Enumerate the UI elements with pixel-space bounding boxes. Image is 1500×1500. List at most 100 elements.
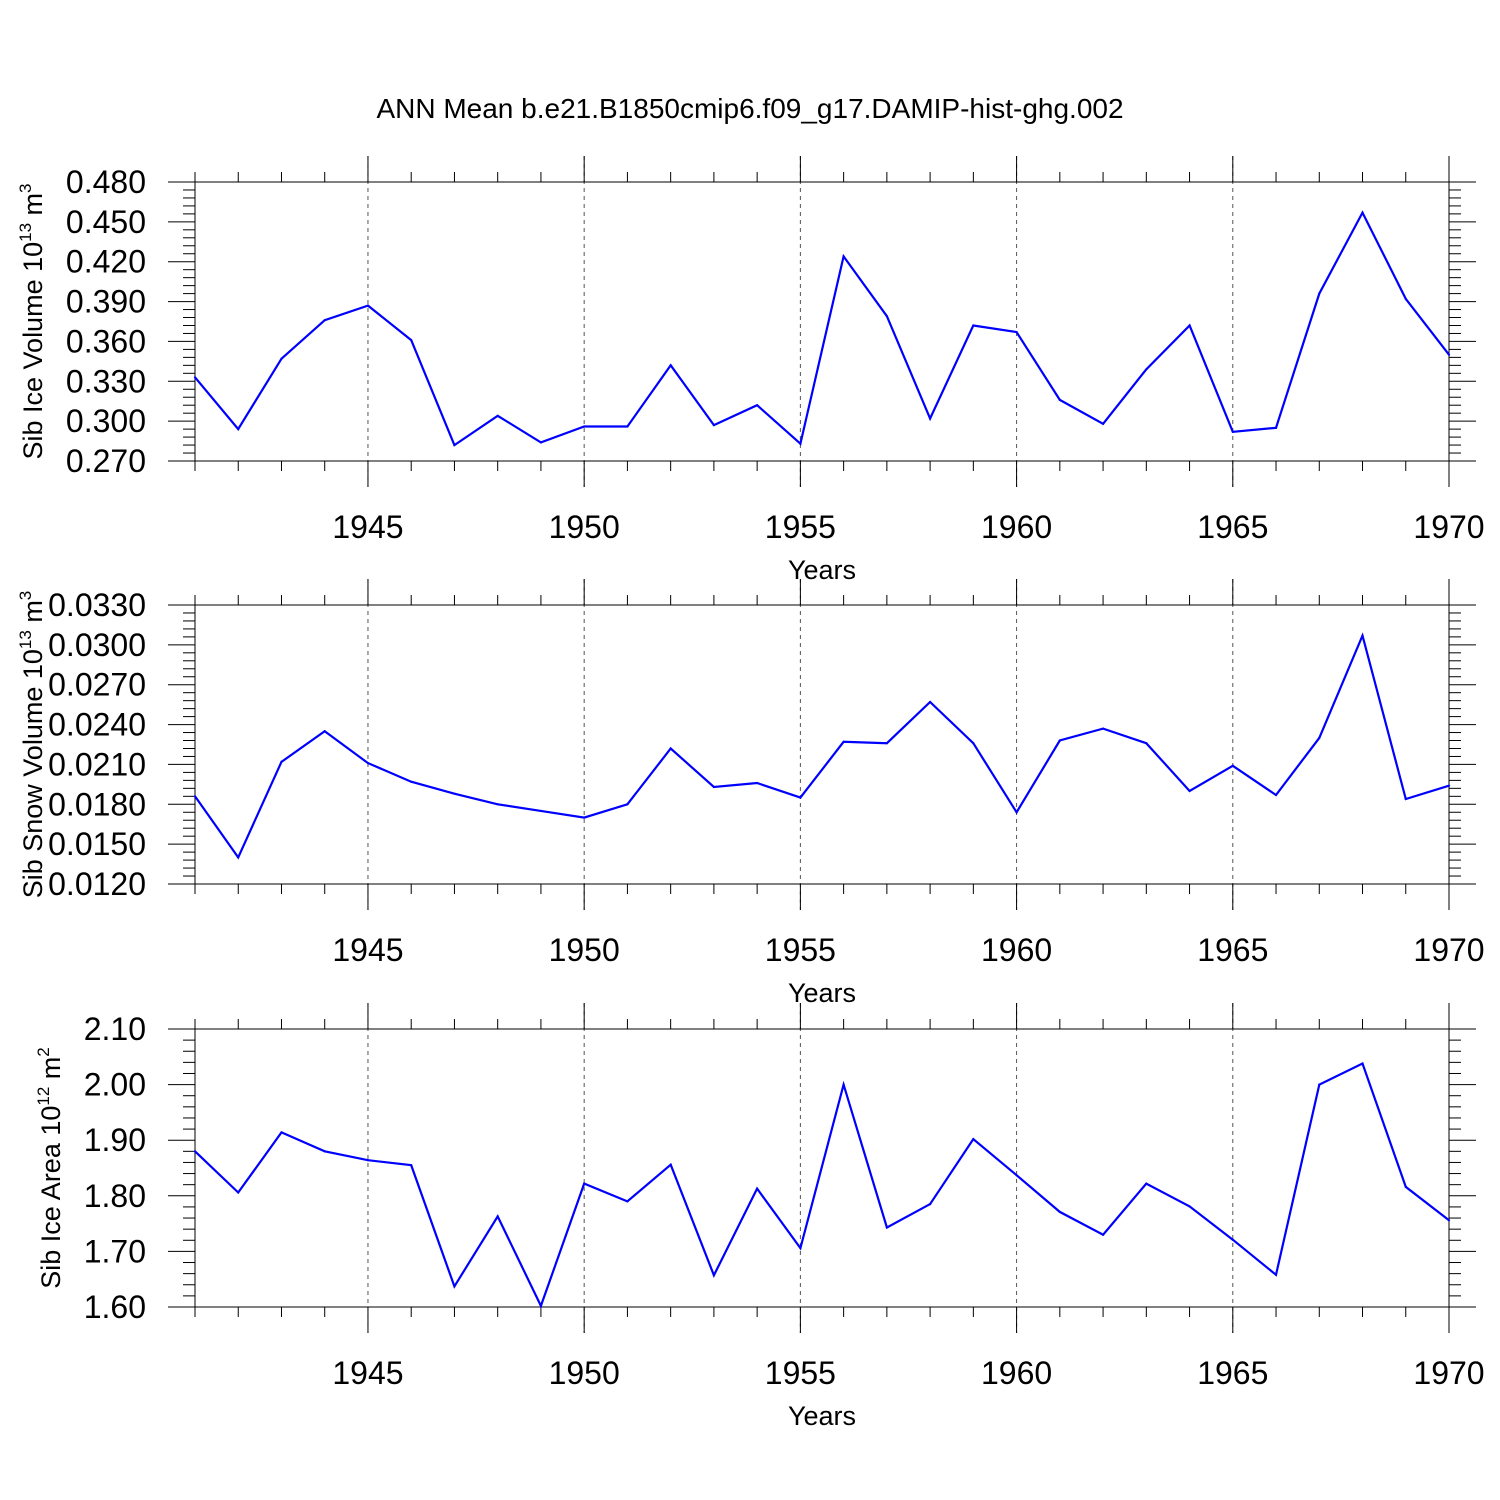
y-axis-label-main: Sib Ice Area 10: [36, 1106, 66, 1289]
x-tick-label: 1950: [549, 509, 620, 545]
data-point: [323, 730, 326, 733]
data-point: [539, 441, 543, 444]
x-tick-label: 1950: [549, 932, 620, 968]
data-point: [539, 809, 543, 813]
y-axis-label-exponent: 12: [34, 1087, 53, 1106]
data-point: [1361, 1062, 1364, 1065]
data-point: [712, 785, 715, 789]
data-point: [842, 255, 845, 258]
data-point: [972, 742, 975, 745]
data-point: [496, 1215, 499, 1218]
data-point: [756, 404, 759, 407]
data-point: [237, 428, 240, 431]
x-tick-label: 1955: [765, 509, 836, 545]
y-tick-label: 2.00: [84, 1067, 146, 1103]
data-point: [669, 364, 672, 367]
data-point: [583, 425, 586, 428]
x-tick-label: 1945: [332, 932, 403, 968]
y-tick-label: 1.90: [84, 1122, 146, 1158]
data-point: [1231, 764, 1234, 767]
y-tick-label: 0.0240: [48, 707, 146, 743]
y-axis-label-exponent: 13: [16, 630, 35, 649]
data-point: [1015, 331, 1018, 334]
series-line-sib-snow-volume: [194, 632, 1450, 860]
x-tick-label: 1955: [765, 1355, 836, 1391]
data-point: [583, 816, 586, 819]
panel-sib-ice-area: 1945 1950 1955 1960 1965 1970 Years 1.60 1.70 1.8…: [34, 1003, 1485, 1431]
data-point: [712, 1274, 715, 1277]
data-point: [1058, 739, 1061, 742]
data-point: [885, 742, 888, 745]
data-point: [237, 1191, 240, 1194]
data-point: [583, 1182, 586, 1185]
data-point: [1101, 727, 1105, 730]
y-tick-label: 0.420: [66, 244, 146, 280]
data-point: [366, 1159, 370, 1162]
y-tick-label: 0.330: [66, 363, 146, 399]
y-axis-label-unit-exponent: 3: [16, 183, 35, 192]
panels: 1945 1950 1955 1960 1965 1970 Years 0.270 0.300 0…: [16, 156, 1485, 1431]
y-tick-label: 0.270: [66, 443, 146, 479]
y-tick-label: 2.10: [84, 1011, 146, 1047]
data-point: [237, 856, 240, 859]
y-tick-label: 0.390: [66, 284, 146, 320]
data-point: [1404, 297, 1407, 301]
series-line-sib-ice-area: [194, 1061, 1450, 1309]
x-tick-label: 1945: [332, 509, 403, 545]
data-point: [972, 324, 975, 327]
data-point: [1015, 1174, 1018, 1177]
data-point: [410, 1164, 413, 1167]
data-point: [1447, 353, 1451, 356]
y-tick-label: 0.0300: [48, 627, 146, 663]
data-point: [1318, 292, 1321, 295]
data-point: [453, 1285, 456, 1288]
data-point: [1404, 1185, 1407, 1189]
data-point: [885, 315, 888, 318]
data-point: [756, 1187, 759, 1190]
data-point: [929, 1203, 932, 1206]
y-axis-label-unit: m: [36, 1057, 66, 1087]
data-point: [1145, 1182, 1148, 1185]
data-point: [366, 762, 370, 765]
data-point: [193, 1150, 197, 1153]
data-point: [410, 780, 413, 783]
data-point: [496, 414, 499, 417]
x-tick-label: 1965: [1197, 1355, 1268, 1391]
data-point: [539, 1304, 543, 1307]
data-point: [799, 796, 802, 799]
data-point: [280, 1131, 283, 1134]
data-point: [1188, 789, 1191, 793]
data-point: [626, 425, 629, 428]
panel-sib-snow-volume: 1945 1950 1955 1960 1965 1970 Years 0.0120 0.015…: [16, 579, 1485, 1008]
y-tick-label: 0.0210: [48, 746, 146, 782]
figure-title: ANN Mean b.e21.B1850cmip6.f09_g17.DAMIP-…: [376, 93, 1123, 124]
y-axis-label-unit: m: [18, 600, 48, 630]
data-point: [1101, 1233, 1105, 1236]
data-point: [1188, 1205, 1191, 1208]
x-tick-label: 1955: [765, 932, 836, 968]
data-point: [1015, 811, 1018, 814]
y-tick-label: 1.80: [84, 1178, 146, 1214]
x-axis-label: Years: [788, 978, 856, 1008]
y-axis-label-unit-exponent: 3: [16, 591, 35, 600]
data-point: [1404, 797, 1407, 801]
x-tick-label: 1970: [1413, 509, 1484, 545]
x-tick-label: 1945: [332, 1355, 403, 1391]
data-point: [366, 304, 370, 307]
data-point: [410, 339, 413, 342]
data-point: [1058, 1210, 1061, 1214]
data-point: [669, 1163, 672, 1166]
data-point: [929, 700, 932, 704]
x-tick-label: 1960: [981, 1355, 1052, 1391]
data-point: [1101, 422, 1105, 425]
data-point: [842, 1083, 845, 1086]
data-point: [1274, 426, 1278, 429]
y-axis-label-unit-exponent: 2: [34, 1047, 53, 1056]
data-point: [496, 803, 499, 806]
y-tick-label: 0.0330: [48, 587, 146, 623]
data-point: [1145, 368, 1148, 371]
y-tick-label: 1.60: [84, 1289, 146, 1325]
data-point: [280, 357, 283, 360]
x-tick-label: 1960: [981, 932, 1052, 968]
